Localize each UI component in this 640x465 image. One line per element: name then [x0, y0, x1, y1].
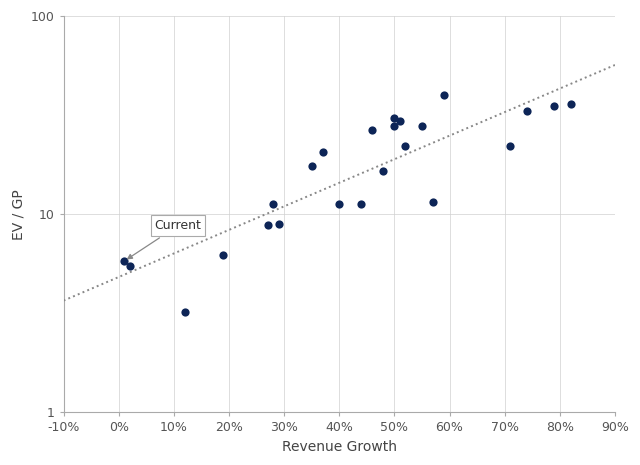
Point — [389, 122, 399, 129]
X-axis label: Revenue Growth: Revenue Growth — [282, 440, 397, 454]
Point — [125, 262, 135, 269]
Point — [317, 149, 328, 156]
Point — [389, 114, 399, 122]
Point — [522, 108, 532, 115]
Point — [417, 122, 427, 129]
Point — [428, 199, 438, 206]
Point — [505, 143, 515, 150]
Point — [307, 162, 317, 170]
Text: Current: Current — [128, 219, 202, 259]
Point — [395, 118, 405, 125]
Point — [268, 201, 278, 208]
Point — [378, 167, 388, 175]
Point — [400, 143, 410, 150]
Point — [218, 252, 228, 259]
Point — [566, 100, 576, 108]
Point — [180, 308, 190, 316]
Y-axis label: EV / GP: EV / GP — [11, 189, 25, 239]
Point — [367, 126, 378, 134]
Point — [356, 201, 367, 208]
Point — [262, 221, 273, 229]
Point — [334, 201, 344, 208]
Point — [273, 220, 284, 228]
Point — [549, 103, 559, 110]
Point — [439, 91, 449, 99]
Point — [119, 257, 129, 265]
